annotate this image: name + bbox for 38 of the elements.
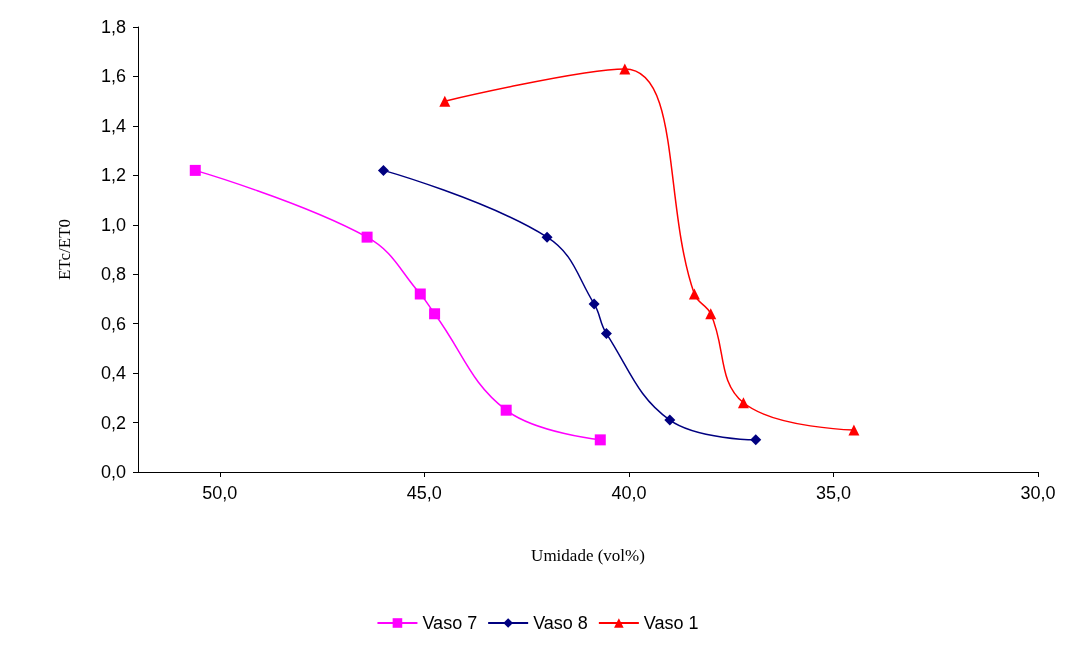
y-tick-label: 0,8 [100, 264, 126, 285]
point [688, 288, 700, 300]
y-tick-label: 1,6 [100, 66, 126, 87]
x-tick-label: 35,0 [815, 483, 851, 503]
point [588, 298, 600, 310]
point [750, 434, 762, 446]
point [594, 434, 606, 446]
point [541, 231, 553, 243]
point [705, 308, 717, 320]
y-tick-label: 0,4 [100, 363, 126, 384]
x-tick-label: 50,0 [202, 483, 238, 503]
point [361, 231, 373, 243]
y-tick-label: 0,6 [100, 313, 126, 334]
x-tick-label: 30,0 [1020, 483, 1056, 503]
legend-label: Vaso 1 [643, 613, 699, 633]
point [848, 424, 860, 436]
y-tick-label: 1,0 [100, 214, 126, 235]
point [377, 164, 389, 176]
y-tick-label: 1,4 [100, 115, 126, 136]
y-tick-label: 1,2 [100, 165, 126, 186]
point [664, 414, 676, 426]
point [429, 308, 441, 320]
legend-label: Vaso 8 [533, 613, 588, 633]
point [414, 288, 426, 300]
point [439, 95, 451, 107]
x-tick-label: 40,0 [611, 483, 647, 503]
y-tick-label: 0,2 [100, 412, 126, 433]
x-tick-label: 45,0 [406, 483, 442, 503]
point [619, 63, 631, 75]
y-axis-title: ETc/ET0 [55, 218, 74, 281]
point [189, 164, 201, 176]
point [737, 397, 749, 409]
point [600, 328, 612, 340]
legend-label: Vaso 7 [422, 613, 478, 633]
point [500, 404, 512, 416]
y-tick-label: 1,8 [100, 17, 126, 37]
y-tick-label: 0,0 [100, 462, 126, 482]
x-axis-title: Umidade (vol%) [531, 546, 645, 565]
